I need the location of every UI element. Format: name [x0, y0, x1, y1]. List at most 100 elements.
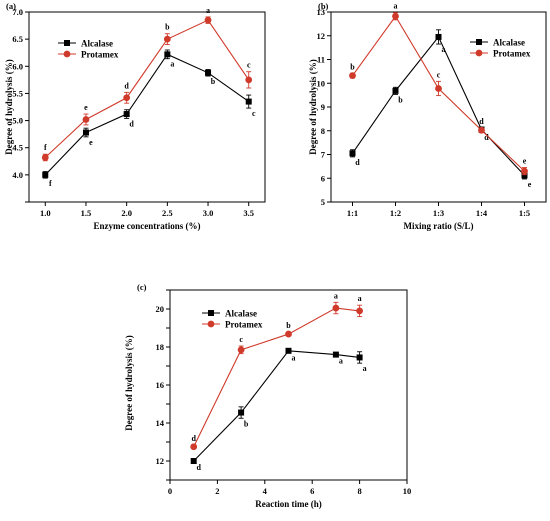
y-tick-label: 4.5 [12, 143, 23, 153]
x-tick-label: 1.0 [40, 208, 51, 218]
data-point [356, 354, 363, 361]
y-tick-label: 7.0 [12, 7, 23, 17]
data-point [82, 129, 89, 136]
x-tick-label: 4 [263, 486, 268, 496]
legend-marker [476, 39, 482, 45]
legend-marker [64, 40, 70, 46]
data-label: c [247, 61, 251, 70]
y-tick-label: 4.0 [12, 170, 23, 180]
legend-marker [63, 50, 71, 58]
series-alcalase: d b a d e [349, 29, 532, 189]
x-tick-label: 3.5 [243, 208, 254, 218]
series-line [193, 307, 360, 447]
data-point [478, 126, 485, 134]
x-tick-label: 3.0 [203, 208, 214, 218]
data-point [332, 351, 339, 358]
data-point [435, 33, 442, 40]
data-point [435, 85, 442, 92]
legend-label: Protamex [493, 49, 531, 59]
x-axis-label: Mixing ratio (S/L) [404, 221, 474, 231]
series-protamex: d c b a a [190, 291, 364, 451]
data-point [123, 111, 130, 118]
panel-label: (b) [318, 1, 329, 11]
plot-frame [28, 11, 266, 203]
x-tick-label: 1:3 [433, 208, 444, 218]
data-point [163, 35, 171, 43]
data-point [521, 172, 528, 179]
data-point [245, 76, 253, 84]
legend-label: Alcalase [225, 309, 257, 319]
legend-marker [475, 49, 483, 57]
data-label: d [191, 434, 196, 443]
data-point [42, 171, 49, 178]
data-point [190, 458, 197, 464]
data-point [285, 347, 292, 354]
x-tick-label: 1:1 [347, 208, 358, 218]
data-label: f [44, 143, 47, 152]
data-label: e [528, 180, 532, 189]
x-tick-label: 0 [168, 486, 172, 496]
x-axis-label: Enzyme concentrations (%) [94, 221, 201, 231]
y-tick-label: 7 [321, 150, 326, 160]
x-tick-label: 1:4 [476, 208, 488, 218]
data-label: c [252, 109, 256, 118]
y-axis-label: Degree of hydrolysis (%) [4, 59, 14, 154]
y-tick-label: 11 [317, 55, 325, 65]
x-tick-label: 1:5 [519, 208, 530, 218]
y-tick-label: 18 [156, 342, 165, 352]
y-tick-label: 9 [321, 102, 325, 112]
data-label: d [129, 119, 134, 128]
data-label: a [206, 6, 210, 15]
data-label: d [355, 158, 360, 167]
panel-label: (c) [137, 282, 147, 292]
x-tick-label: 2.0 [121, 208, 132, 218]
x-tick-label: 1:2 [390, 208, 401, 218]
data-point [41, 154, 49, 161]
x-axis-label: Reaction time (h) [255, 499, 321, 509]
data-label: c [239, 335, 243, 344]
y-tick-label: 13 [317, 7, 326, 17]
x-tick-label: 10 [403, 486, 412, 496]
data-label: b [244, 419, 249, 428]
y-tick-label: 16 [156, 380, 165, 390]
x-tick-label: 2.5 [162, 208, 173, 218]
data-point [190, 443, 198, 451]
series-alcalase: d b a a a [190, 347, 367, 472]
series-alcalase: f e d a b c [42, 49, 256, 188]
data-point [349, 150, 356, 157]
data-point [392, 87, 399, 94]
legend-label: Protamex [81, 50, 119, 60]
data-label: f [49, 179, 52, 188]
data-label: e [523, 157, 527, 166]
data-label: a [170, 60, 174, 69]
data-label: b [398, 95, 403, 104]
series-line [44, 53, 250, 176]
series-protamex: f e d b a c [41, 6, 253, 162]
y-tick-label: 14 [156, 418, 165, 428]
legend-label: Protamex [225, 320, 263, 330]
y-tick-label: 6.5 [12, 34, 23, 44]
series-line [193, 350, 360, 462]
legend-marker [207, 320, 215, 328]
data-point [205, 69, 212, 76]
data-point [82, 116, 90, 123]
data-point [237, 346, 245, 354]
data-point [123, 94, 131, 102]
y-axis-label: Degree of hydrolysis (%) [124, 335, 134, 430]
series-protamex: b a c d e [349, 2, 528, 176]
chart-panel-1: 1.0 1.5 2.0 2.5 3.0 3.5 4.0 4.5 5.0 5.5 6.0 6.5 7.0 E… [4, 1, 266, 231]
data-label: b [350, 62, 355, 71]
x-tick-label: 1.5 [81, 208, 92, 218]
data-point [521, 167, 528, 175]
data-label: d [124, 81, 129, 90]
y-tick-label: 5.0 [12, 116, 23, 126]
y-tick-label: 6 [321, 173, 325, 183]
data-label: a [334, 291, 338, 300]
data-point [356, 307, 364, 315]
data-point [245, 98, 252, 105]
data-label: a [358, 294, 362, 303]
legend-label: Alcalase [493, 38, 525, 48]
